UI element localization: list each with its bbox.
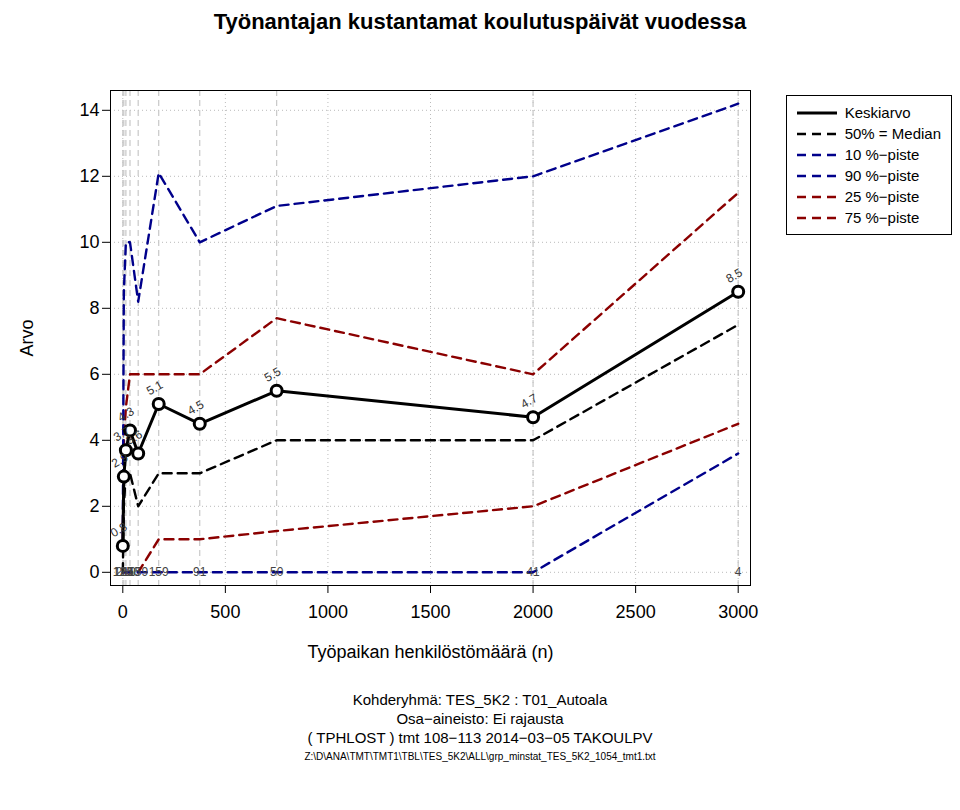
svg-text:0: 0 [118, 602, 128, 622]
svg-text:159: 159 [149, 565, 169, 579]
html-text:( TPHLOST ) tmt 108−113 2014−0: ( TPHLOST ) tmt 108−113 2014−03−05 TAKOU… [307, 729, 653, 746]
svg-text:8: 8 [89, 298, 99, 318]
svg-text:12: 12 [79, 166, 99, 186]
svg-text:159: 159 [128, 565, 148, 579]
html-text:Keskiarvo: Keskiarvo [844, 104, 911, 121]
svg-text:41: 41 [526, 565, 540, 579]
svg-text:1000: 1000 [308, 602, 348, 622]
svg-text:2500: 2500 [616, 602, 656, 622]
svg-text:2.9: 2.9 [109, 450, 131, 471]
svg-text:3000: 3000 [718, 602, 758, 622]
html-text:Kohderyhmä: TES_5K2 : T01_Auto: Kohderyhmä: TES_5K2 : T01_Autoala [352, 691, 608, 708]
html-text:Osa−aineisto: Ei rajausta: Osa−aineisto: Ei rajausta [396, 710, 564, 727]
svg-text:50: 50 [270, 565, 284, 579]
svg-text:4.5: 4.5 [185, 397, 207, 418]
svg-text:1500: 1500 [410, 602, 450, 622]
html-text:10 %−piste: 10 %−piste [844, 146, 920, 163]
svg-text:6: 6 [89, 364, 99, 384]
svg-text:500: 500 [210, 602, 240, 622]
svg-text:10: 10 [79, 232, 99, 252]
svg-text:3.6: 3.6 [123, 427, 145, 448]
svg-text:0.8: 0.8 [108, 519, 130, 540]
svg-text:Työpaikan henkilöstömäärä (n): Työpaikan henkilöstömäärä (n) [307, 642, 553, 662]
html-text:75 %−piste: 75 %−piste [844, 209, 920, 226]
svg-text:0: 0 [89, 562, 99, 582]
svg-text:2000: 2000 [513, 602, 553, 622]
html-text:90 %−piste: 90 %−piste [844, 167, 920, 184]
svg-text:8.5: 8.5 [723, 265, 745, 286]
svg-text:4.3: 4.3 [115, 404, 137, 425]
svg-text:4.7: 4.7 [518, 391, 540, 412]
svg-text:4: 4 [89, 430, 99, 450]
html-text:Työnantajan kustantamat koulut: Työnantajan kustantamat koulutuspäivät v… [213, 9, 747, 34]
svg-text:14: 14 [79, 100, 99, 120]
html-text:25 %−piste: 25 %−piste [844, 188, 920, 205]
svg-text:2: 2 [89, 496, 99, 516]
svg-text:3.7: 3.7 [111, 423, 133, 445]
svg-text:5.5: 5.5 [262, 364, 284, 385]
svg-text:Arvo: Arvo [17, 319, 37, 356]
html-text:Z:\D\ANA\TMT\TMT1\TBL\TES_5K2\: Z:\D\ANA\TMT\TMT1\TBL\TES_5K2\ALL\grp_mi… [304, 751, 656, 762]
svg-text:4: 4 [735, 565, 742, 579]
svg-text:5.1: 5.1 [144, 377, 166, 398]
html-text:50% = Median: 50% = Median [844, 125, 941, 142]
svg-text:91: 91 [193, 565, 207, 579]
